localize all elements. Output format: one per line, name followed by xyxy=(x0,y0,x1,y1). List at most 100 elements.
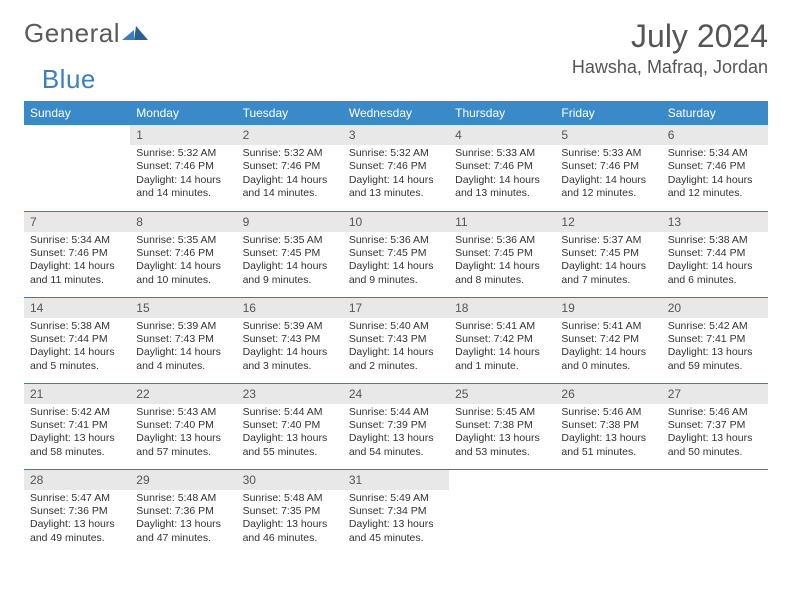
calendar-cell xyxy=(555,469,661,555)
day-number: 9 xyxy=(237,212,343,232)
sunrise-line: Sunrise: 5:33 AM xyxy=(561,147,655,160)
daylight-line: Daylight: 14 hours and 7 minutes. xyxy=(561,260,655,287)
cell-body: Sunrise: 5:48 AMSunset: 7:36 PMDaylight:… xyxy=(130,490,236,550)
sunrise-line: Sunrise: 5:34 AM xyxy=(668,147,762,160)
daylight-line: Daylight: 13 hours and 59 minutes. xyxy=(668,346,762,373)
daylight-line: Daylight: 14 hours and 13 minutes. xyxy=(455,174,549,201)
dow-tuesday: Tuesday xyxy=(237,101,343,125)
day-number: 26 xyxy=(555,384,661,404)
sunrise-line: Sunrise: 5:39 AM xyxy=(243,320,337,333)
daylight-line: Daylight: 14 hours and 11 minutes. xyxy=(30,260,124,287)
cell-body: Sunrise: 5:32 AMSunset: 7:46 PMDaylight:… xyxy=(130,145,236,205)
day-number: 2 xyxy=(237,125,343,145)
cell-body: Sunrise: 5:33 AMSunset: 7:46 PMDaylight:… xyxy=(449,145,555,205)
sunset-line: Sunset: 7:46 PM xyxy=(136,160,230,173)
sunset-line: Sunset: 7:46 PM xyxy=(243,160,337,173)
sunset-line: Sunset: 7:45 PM xyxy=(561,247,655,260)
location: Hawsha, Mafraq, Jordan xyxy=(572,57,768,78)
calendar-cell: 13Sunrise: 5:38 AMSunset: 7:44 PMDayligh… xyxy=(662,211,768,297)
sunrise-line: Sunrise: 5:36 AM xyxy=(455,234,549,247)
day-number: 13 xyxy=(662,212,768,232)
calendar-row: 7Sunrise: 5:34 AMSunset: 7:46 PMDaylight… xyxy=(24,211,768,297)
sunset-line: Sunset: 7:43 PM xyxy=(349,333,443,346)
sunset-line: Sunset: 7:36 PM xyxy=(30,505,124,518)
calendar-cell: 31Sunrise: 5:49 AMSunset: 7:34 PMDayligh… xyxy=(343,469,449,555)
cell-body: Sunrise: 5:42 AMSunset: 7:41 PMDaylight:… xyxy=(662,318,768,378)
sunrise-line: Sunrise: 5:35 AM xyxy=(243,234,337,247)
sunrise-line: Sunrise: 5:38 AM xyxy=(668,234,762,247)
calendar-row: 21Sunrise: 5:42 AMSunset: 7:41 PMDayligh… xyxy=(24,383,768,469)
daylight-line: Daylight: 14 hours and 14 minutes. xyxy=(136,174,230,201)
sunrise-line: Sunrise: 5:38 AM xyxy=(30,320,124,333)
sunrise-line: Sunrise: 5:49 AM xyxy=(349,492,443,505)
daylight-line: Daylight: 14 hours and 0 minutes. xyxy=(561,346,655,373)
day-number: 28 xyxy=(24,470,130,490)
day-number: 17 xyxy=(343,298,449,318)
day-number: 15 xyxy=(130,298,236,318)
sunrise-line: Sunrise: 5:32 AM xyxy=(136,147,230,160)
calendar-cell: 11 Sunrise: 5:36 AMSunset: 7:45 PMDayligh… xyxy=(449,211,555,297)
sunrise-line: Sunrise: 5:36 AM xyxy=(349,234,443,247)
calendar-cell: 25Sunrise: 5:45 AMSunset: 7:38 PMDayligh… xyxy=(449,383,555,469)
daylight-line: Daylight: 14 hours and 8 minutes. xyxy=(455,260,549,287)
calendar-cell: 16Sunrise: 5:39 AMSunset: 7:43 PMDayligh… xyxy=(237,297,343,383)
daylight-line: Daylight: 13 hours and 55 minutes. xyxy=(243,432,337,459)
cell-body: Sunrise: 5:46 AMSunset: 7:38 PMDaylight:… xyxy=(555,404,661,464)
cell-body: Sunrise: 5:35 AMSunset: 7:46 PMDaylight:… xyxy=(130,232,236,292)
dow-monday: Monday xyxy=(130,101,236,125)
sunset-line: Sunset: 7:44 PM xyxy=(668,247,762,260)
calendar-cell xyxy=(24,125,130,211)
day-number: 12 xyxy=(555,212,661,232)
daylight-line: Daylight: 14 hours and 1 minute. xyxy=(455,346,549,373)
day-number: 11 xyxy=(449,212,555,232)
calendar-cell: 14Sunrise: 5:38 AMSunset: 7:44 PMDayligh… xyxy=(24,297,130,383)
day-number: 1 xyxy=(130,125,236,145)
calendar-cell: 5Sunrise: 5:33 AMSunset: 7:46 PMDaylight… xyxy=(555,125,661,211)
cell-body: Sunrise: 5:32 AMSunset: 7:46 PMDaylight:… xyxy=(237,145,343,205)
sunrise-line: Sunrise: 5:46 AM xyxy=(668,406,762,419)
calendar-cell: 3Sunrise: 5:32 AMSunset: 7:46 PMDaylight… xyxy=(343,125,449,211)
daylight-line: Daylight: 13 hours and 50 minutes. xyxy=(668,432,762,459)
daylight-line: Daylight: 14 hours and 10 minutes. xyxy=(136,260,230,287)
sunrise-line: Sunrise: 5:46 AM xyxy=(561,406,655,419)
day-number: 22 xyxy=(130,384,236,404)
daylight-line: Daylight: 14 hours and 14 minutes. xyxy=(243,174,337,201)
sunset-line: Sunset: 7:36 PM xyxy=(136,505,230,518)
dow-thursday: Thursday xyxy=(449,101,555,125)
sunset-line: Sunset: 7:45 PM xyxy=(455,247,549,260)
sunset-line: Sunset: 7:43 PM xyxy=(136,333,230,346)
cell-body: Sunrise: 5:39 AMSunset: 7:43 PMDaylight:… xyxy=(130,318,236,378)
cell-body: Sunrise: 5:43 AMSunset: 7:40 PMDaylight:… xyxy=(130,404,236,464)
cell-body: Sunrise: 5:32 AMSunset: 7:46 PMDaylight:… xyxy=(343,145,449,205)
calendar-cell: 26Sunrise: 5:46 AMSunset: 7:38 PMDayligh… xyxy=(555,383,661,469)
day-of-week-row: Sunday Monday Tuesday Wednesday Thursday… xyxy=(24,101,768,125)
daylight-line: Daylight: 14 hours and 12 minutes. xyxy=(561,174,655,201)
logo-text-blue: Blue xyxy=(42,64,96,95)
cell-body: Sunrise: 5:38 AMSunset: 7:44 PMDaylight:… xyxy=(662,232,768,292)
day-number: 7 xyxy=(24,212,130,232)
logo: General xyxy=(24,18,148,49)
cell-body: Sunrise: 5:34 AMSunset: 7:46 PMDaylight:… xyxy=(662,145,768,205)
daylight-line: Daylight: 13 hours and 46 minutes. xyxy=(243,518,337,545)
calendar-cell: 24Sunrise: 5:44 AMSunset: 7:39 PMDayligh… xyxy=(343,383,449,469)
sunrise-line: Sunrise: 5:43 AM xyxy=(136,406,230,419)
cell-body: Sunrise: 5:42 AMSunset: 7:41 PMDaylight:… xyxy=(24,404,130,464)
sunset-line: Sunset: 7:38 PM xyxy=(561,419,655,432)
daylight-line: Daylight: 13 hours and 53 minutes. xyxy=(455,432,549,459)
logo-text-general: General xyxy=(24,18,120,49)
cell-body: Sunrise: 5:38 AMSunset: 7:44 PMDaylight:… xyxy=(24,318,130,378)
cell-body: Sunrise: 5:40 AMSunset: 7:43 PMDaylight:… xyxy=(343,318,449,378)
day-number: 31 xyxy=(343,470,449,490)
calendar-cell: 10Sunrise: 5:36 AMSunset: 7:45 PMDayligh… xyxy=(343,211,449,297)
sunrise-line: Sunrise: 5:42 AM xyxy=(668,320,762,333)
sunset-line: Sunset: 7:41 PM xyxy=(668,333,762,346)
sunset-line: Sunset: 7:40 PM xyxy=(136,419,230,432)
daylight-line: Daylight: 13 hours and 51 minutes. xyxy=(561,432,655,459)
calendar-row: 1Sunrise: 5:32 AMSunset: 7:46 PMDaylight… xyxy=(24,125,768,211)
sunset-line: Sunset: 7:37 PM xyxy=(668,419,762,432)
sunset-line: Sunset: 7:45 PM xyxy=(243,247,337,260)
calendar-cell: 15Sunrise: 5:39 AMSunset: 7:43 PMDayligh… xyxy=(130,297,236,383)
sunset-line: Sunset: 7:35 PM xyxy=(243,505,337,518)
sunrise-line: Sunrise: 5:32 AM xyxy=(243,147,337,160)
calendar-cell: 28Sunrise: 5:47 AMSunset: 7:36 PMDayligh… xyxy=(24,469,130,555)
